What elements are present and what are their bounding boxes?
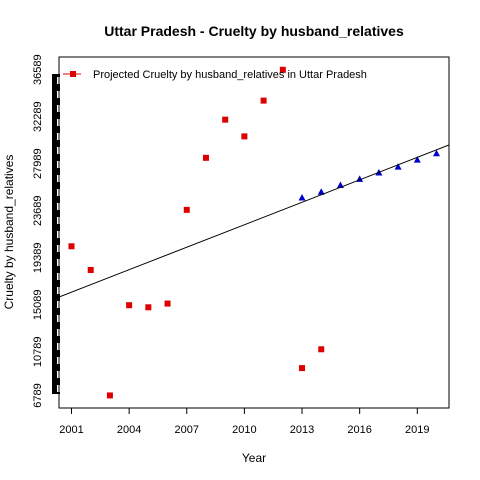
data-point-projected (298, 194, 306, 201)
x-tick-label: 2019 (405, 424, 429, 436)
data-point-observed (279, 66, 286, 73)
data-point-projected (394, 163, 402, 170)
y-tick-label: 23689 (32, 195, 44, 226)
chart-title: Uttar Pradesh - Cruelty by husband_relat… (104, 23, 404, 39)
data-point-observed (241, 133, 248, 140)
x-tick-label: 2007 (175, 424, 199, 436)
y-axis-title: Cruelty by husband_relatives (2, 155, 16, 310)
data-point-observed (202, 154, 209, 161)
data-point-projected (433, 149, 441, 157)
y-tick-label: 27989 (32, 148, 44, 179)
x-tick-label: 2001 (59, 424, 83, 436)
legend-marker (70, 71, 76, 77)
data-point-projected (413, 156, 421, 163)
y-tick-label: 36589 (32, 54, 44, 85)
y-tick-label: 15089 (32, 289, 44, 320)
x-tick-label: 2013 (290, 424, 314, 436)
data-point-projected (317, 188, 325, 195)
x-tick-label: 2010 (232, 424, 256, 436)
x-axis-title: Year (242, 451, 266, 465)
legend-label: Projected Cruelty by husband_relatives i… (93, 69, 367, 81)
data-point-observed (183, 206, 190, 213)
plot-content (59, 66, 449, 399)
data-point-observed (126, 302, 133, 309)
y-axis-band (52, 74, 60, 394)
x-tick-label: 2004 (117, 424, 141, 436)
data-point-observed (260, 97, 267, 104)
data-point-observed (318, 346, 325, 353)
y-tick-label: 19389 (32, 242, 44, 273)
plot-frame (58, 56, 450, 409)
data-point-observed (106, 392, 113, 399)
data-point-observed (145, 304, 152, 311)
y-tick-label: 10789 (32, 337, 44, 368)
plot-area: 2001 2004 2007 2010 2013 2016 2019 6789 10789 150… (32, 54, 450, 436)
y-tick-label: 6789 (32, 383, 44, 407)
data-point-observed (299, 365, 306, 372)
x-tick-label: 2016 (347, 424, 371, 436)
legend: Projected Cruelty by husband_relatives i… (63, 69, 367, 81)
data-point-observed (68, 243, 75, 250)
trend-line (59, 144, 449, 298)
data-point-observed (87, 267, 94, 274)
y-tick-label: 32289 (32, 101, 44, 132)
data-point-observed (164, 300, 171, 307)
data-point-observed (222, 116, 229, 123)
